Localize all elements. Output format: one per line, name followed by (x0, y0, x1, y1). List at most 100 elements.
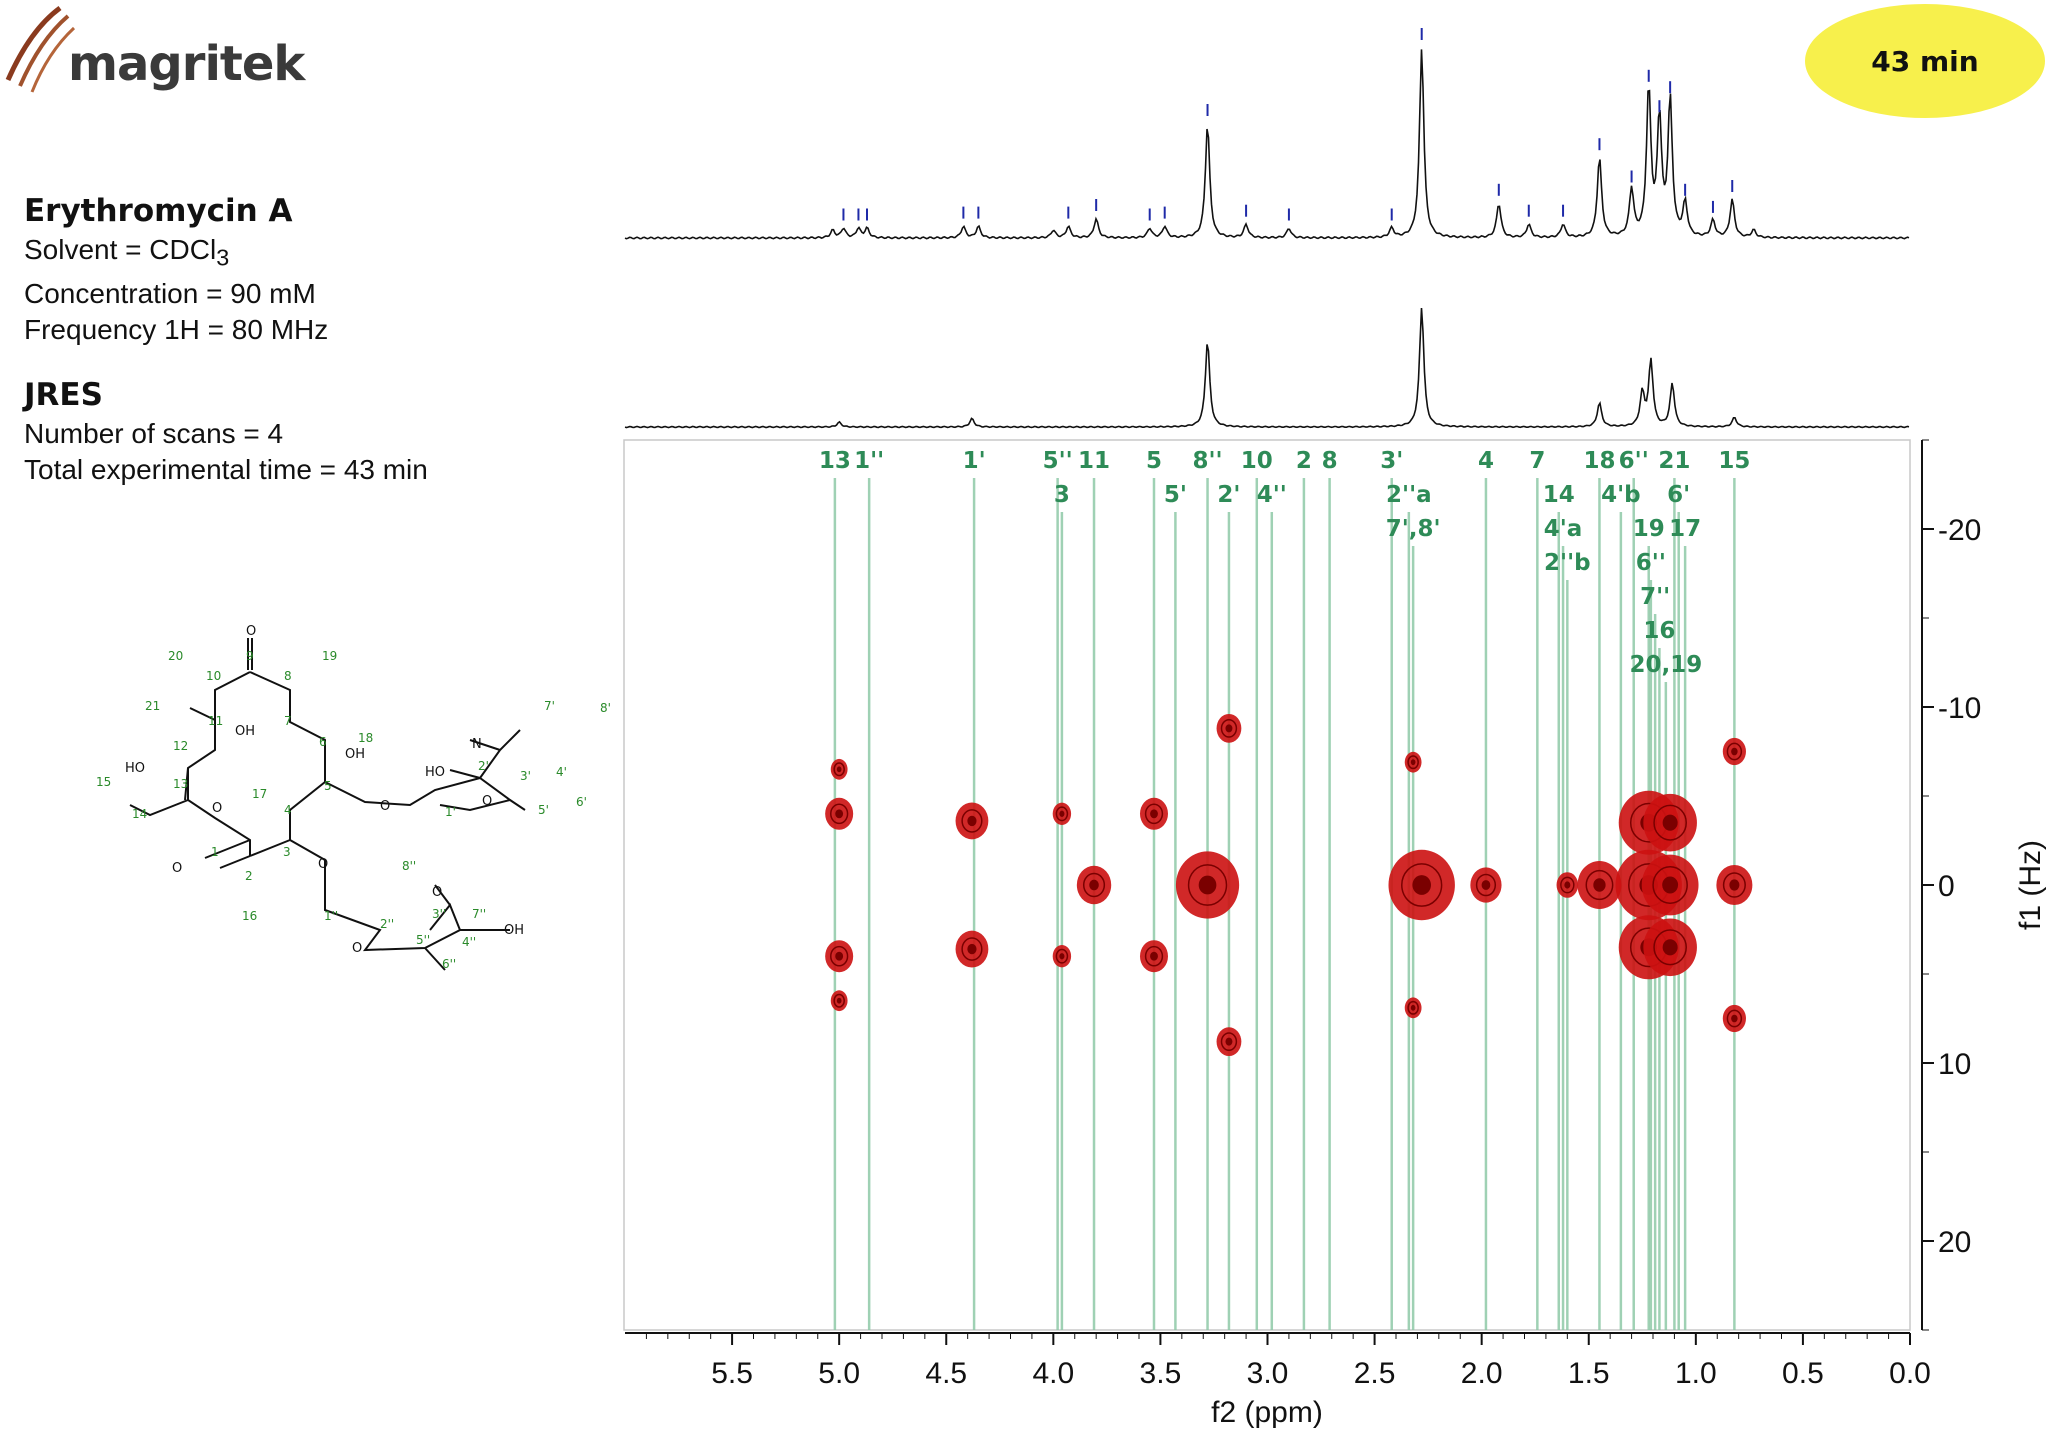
mol-num-25: 4' (556, 765, 567, 779)
assignment-label: 11 (1078, 448, 1110, 474)
mol-atom-6: O (318, 857, 328, 872)
cross-peak-core (1225, 724, 1233, 733)
cross-peak-contour (1653, 804, 1687, 841)
time-badge: 43 min (1805, 4, 2045, 118)
cross-peak-contour (1082, 872, 1106, 898)
frequency-line: Frequency 1H = 80 MHz (24, 313, 329, 345)
cross-peak-core (1410, 759, 1416, 766)
mol-num-3: 10 (206, 669, 221, 683)
assignment-label: 16 (1643, 618, 1675, 644)
mol-num-26: 1' (445, 805, 456, 819)
info-panel: Erythromycin A Solvent = CDCl3 Concentra… (24, 190, 584, 488)
y-tick-label: 20 (1938, 1226, 1971, 1259)
mol-num-32: 1'' (324, 909, 338, 923)
cross-peak-core (1593, 878, 1606, 892)
assignment-label: 5 (1146, 448, 1162, 474)
cross-peak-core (1481, 880, 1491, 890)
x-axis-label: f2 (ppm) (1211, 1396, 1323, 1429)
assignment-label: 4'b (1601, 482, 1641, 508)
assignment-labels: 13 1'' 1' 5'' 3 11 55'8'' 2'10 4'' 2 8 3' 2''a 7',8' 4… (819, 448, 1751, 678)
mol-atom-1: OH (345, 747, 365, 762)
cross-peak-core (1410, 1004, 1416, 1011)
mol-num-29: 8'' (402, 859, 416, 873)
cross-peak-core (1089, 879, 1099, 891)
mol-atom-13: OH (504, 923, 524, 938)
cross-peak-core (1150, 951, 1158, 961)
cross-peak-contour (1560, 876, 1575, 894)
cross-peak-core (1225, 1037, 1233, 1046)
cross-peak-contour (1401, 863, 1443, 907)
mol-num-24: 3' (520, 769, 531, 783)
mol-num-9: 18 (358, 731, 373, 745)
x-tick-label: 1.0 (1675, 1357, 1717, 1390)
mol-atom-8: N (472, 737, 482, 752)
molecule-position-labels: 20 9 19 10 8 21 11 7 6 18 12 13 14 15 5 … (96, 649, 611, 971)
solvent-line: Solvent = CDCl3 (24, 232, 584, 276)
cross-peak-core (1059, 953, 1065, 960)
assignment-label: 15 (1718, 448, 1750, 474)
projection-trace (624, 307, 1910, 429)
cross-peak-contour (1475, 873, 1497, 897)
mol-num-5: 21 (145, 699, 160, 713)
assignment-label: 1' (963, 448, 986, 474)
assignment-label: 8'' (1192, 448, 1222, 474)
cross-peak-contour (1726, 742, 1743, 761)
cross-peak-contour (1144, 945, 1164, 967)
x-tick-label: 2.5 (1354, 1357, 1396, 1390)
mol-num-11: 13 (173, 777, 188, 791)
y-axis-label: f1 (Hz) (2014, 840, 2047, 930)
cross-peak-core (1662, 876, 1679, 894)
cross-peak-core (1198, 875, 1217, 895)
mol-num-33: 2'' (380, 917, 394, 931)
mol-num-2: 19 (322, 649, 337, 663)
spectrum-1d-trace (624, 49, 1910, 240)
cross-peak-contour (961, 937, 983, 961)
assignment-label: 13 (819, 448, 851, 474)
mol-num-34: 5'' (416, 933, 430, 947)
mol-atom-12: O (352, 941, 362, 956)
cross-peak-contour (830, 945, 849, 967)
y-tick-label: 10 (1938, 1048, 1971, 1081)
x-tick-label: 4.0 (1032, 1357, 1074, 1390)
cross-peak-core (1731, 1014, 1738, 1023)
mol-atom-10: O (380, 799, 390, 814)
cross-peak-contour (961, 809, 983, 833)
y-axis: -20 -10 0 10 20 (1921, 439, 1981, 1331)
mol-atom-0: O (246, 624, 256, 639)
mol-num-22: 8' (600, 701, 611, 715)
cross-peak-core (1412, 875, 1431, 895)
time-badge-label: 43 min (1871, 44, 1979, 78)
x-tick-label: 0.5 (1782, 1357, 1824, 1390)
cross-peak-core (835, 951, 844, 961)
mol-num-19: 2 (245, 869, 253, 883)
logo-swoosh-icon (5, 5, 76, 93)
cross-peak-core (967, 943, 977, 955)
compound-name: Erythromycin A (24, 193, 293, 229)
assignment-label: 19 (1633, 516, 1665, 542)
assignment-label: 2 (1296, 448, 1312, 474)
cross-peak-core (1059, 810, 1065, 817)
cross-peak-core (1662, 814, 1678, 831)
assignment-label: 5' (1164, 482, 1187, 508)
mol-num-14: 5 (324, 779, 332, 793)
mol-atom-4: O (212, 801, 222, 816)
mol-atom-11: O (432, 885, 442, 900)
cross-peak-contour (1407, 755, 1419, 770)
scans-line: Number of scans = 4 (24, 417, 284, 449)
mol-num-18: 3 (283, 845, 291, 859)
mol-num-6: 11 (208, 714, 223, 728)
cross-peak-contour (1144, 803, 1164, 825)
erythromycin-structure: O OH OH HO O O O HO N O O O O OH 20 9 19… (96, 624, 611, 971)
assignment-label: 8 (1322, 448, 1338, 474)
assignment-label: 6' (1667, 482, 1690, 508)
mol-num-4: 8 (284, 669, 292, 683)
cross-peak-contour (1653, 929, 1687, 966)
spectrum-projection (624, 307, 1910, 429)
assignment-label: 4'a (1544, 516, 1583, 542)
concentration-line: Concentration = 90 mM (24, 277, 316, 309)
y-tick-label: 0 (1938, 870, 1955, 903)
mol-num-15: 17 (252, 787, 267, 801)
assignment-label: 2' (1217, 482, 1240, 508)
cross-peak-core (1731, 747, 1738, 756)
